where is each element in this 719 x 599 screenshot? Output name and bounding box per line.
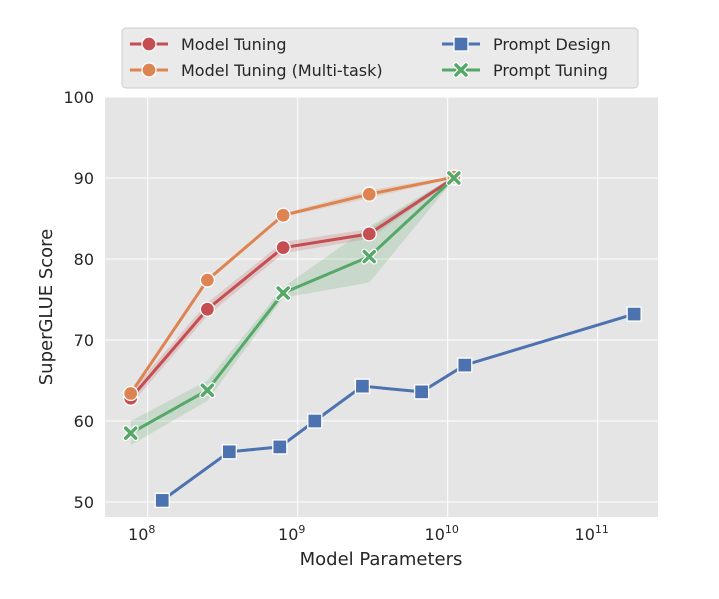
data-point [199, 272, 216, 288]
legend-marker [453, 36, 469, 52]
data-point [354, 378, 371, 394]
data-point [457, 357, 473, 373]
x-tick-exponent: 11 [595, 523, 609, 536]
legend-item: Prompt Design [442, 35, 611, 54]
data-point [123, 426, 138, 440]
x-tick-label: 1010 [425, 523, 459, 544]
data-point [362, 249, 377, 264]
y-tick-label: 50 [74, 493, 94, 512]
data-point [361, 226, 377, 242]
x-tick-base: 10 [425, 525, 445, 544]
legend-marker [141, 62, 157, 78]
legend-box [121, 27, 639, 89]
legend-item: Model Tuning [130, 35, 287, 54]
data-point [200, 383, 215, 397]
x-axis-label: Model Parameters [300, 549, 463, 570]
legend-item: Prompt Tuning [442, 61, 608, 80]
data-point [276, 286, 290, 300]
data-point [199, 301, 216, 317]
y-tick-label: 60 [74, 412, 94, 431]
data-point [123, 385, 139, 402]
legend: Model Tuning Model Tuning (Multi-task) Pro… [121, 27, 639, 89]
legend-label: Model Tuning (Multi-task) [181, 61, 383, 80]
x-tick-label: 1011 [575, 523, 609, 544]
data-point [275, 240, 291, 256]
x-tick-exponent: 10 [445, 523, 459, 536]
data-point [221, 444, 237, 460]
x-tick-base: 10 [278, 525, 298, 544]
x-tick-base: 10 [128, 525, 148, 544]
data-point [413, 384, 430, 400]
data-point [272, 439, 288, 455]
plot-area [105, 97, 658, 517]
y-tick-label: 90 [74, 169, 94, 188]
x-tick-exponent: 9 [298, 523, 305, 536]
data-point [447, 171, 461, 185]
x-tick-labels: 108 109 1010 1011 [128, 523, 609, 544]
legend-item: Model Tuning (Multi-task) [130, 61, 383, 80]
x-tick-label: 109 [278, 523, 305, 544]
y-tick-label: 80 [74, 250, 94, 269]
data-point [275, 207, 291, 223]
series-prompt-design [154, 306, 642, 509]
grid [105, 96, 658, 517]
series-prompt-tuning [122, 170, 462, 442]
data-point [626, 306, 642, 322]
legend-marker [454, 63, 468, 77]
x-tick-label: 108 [128, 523, 155, 544]
legend-label: Prompt Tuning [493, 61, 608, 80]
confidence-band [130, 176, 454, 446]
data-point [154, 492, 170, 509]
y-tick-label: 100 [63, 88, 94, 107]
y-axis-label: SuperGLUE Score [36, 229, 57, 386]
legend-marker [141, 36, 157, 52]
data-point [361, 186, 377, 202]
x-tick-exponent: 8 [148, 523, 155, 536]
legend-label: Model Tuning [181, 35, 287, 54]
data-point [307, 413, 323, 429]
series-lines [122, 169, 642, 509]
legend-label: Prompt Design [493, 35, 611, 54]
x-tick-base: 10 [575, 525, 595, 544]
y-tick-labels: 50 60 70 80 90 100 [63, 88, 94, 512]
y-tick-label: 70 [74, 331, 94, 350]
